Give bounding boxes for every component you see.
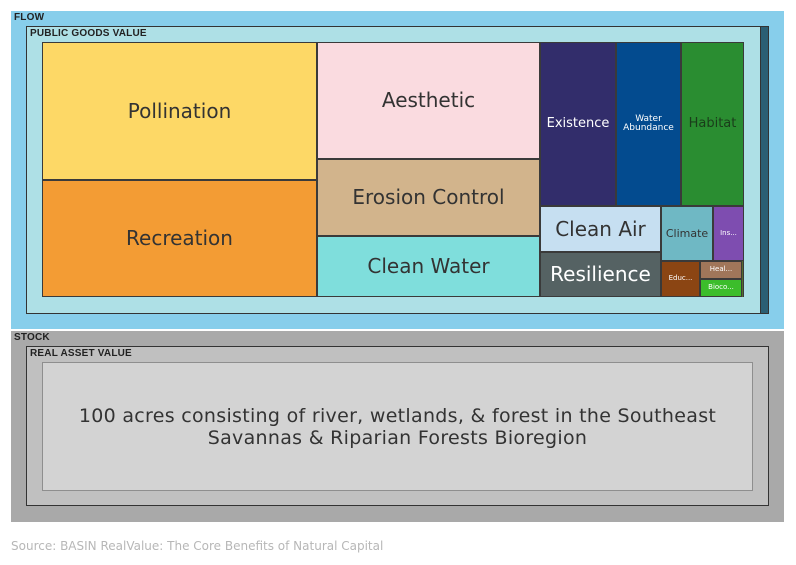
tile-educ[interactable]: Educ...: [661, 261, 700, 297]
tile-pollination-label: Pollination: [127, 98, 232, 123]
tile-existence[interactable]: Existence: [540, 42, 616, 206]
stock-description-line2: Savannas & Riparian Forests Bioregion: [207, 426, 588, 449]
tile-ins[interactable]: Ins...: [713, 206, 744, 261]
tile-heal[interactable]: Heal...: [700, 261, 742, 279]
tile-clean-water-label: Clean Water: [367, 254, 490, 278]
tile-aesthetic[interactable]: Aesthetic: [317, 42, 540, 159]
tile-educ-label: Educ...: [668, 274, 693, 283]
tile-heal-label: Heal...: [709, 265, 733, 274]
tile-existence-label: Existence: [546, 116, 610, 132]
public-goods-right-strip: [760, 26, 769, 314]
tile-habitat-label: Habitat: [688, 116, 737, 132]
tile-bioco-label: Bioco...: [708, 283, 734, 292]
tile-aesthetic-label: Aesthetic: [381, 88, 476, 112]
tile-climate-label: Climate: [665, 226, 709, 240]
stock-label: STOCK: [14, 332, 50, 343]
tile-small-remainder: [742, 261, 744, 297]
tile-water-abundance-label: Water Abundance: [623, 113, 674, 133]
tile-habitat[interactable]: Habitat: [681, 42, 744, 206]
tile-clean-water[interactable]: Clean Water: [317, 236, 540, 297]
tile-clean-air[interactable]: Clean Air: [540, 206, 661, 252]
public-goods-label: PUBLIC GOODS VALUE: [30, 28, 147, 39]
real-asset-label: REAL ASSET VALUE: [30, 348, 132, 359]
source-note: Source: BASIN RealValue: The Core Benefi…: [11, 539, 384, 553]
tile-ins-label: Ins...: [720, 228, 737, 237]
stock-description-line1: 100 acres consisting of river, wetlands,…: [78, 404, 717, 427]
tile-recreation[interactable]: Recreation: [42, 180, 317, 297]
tile-recreation-label: Recreation: [126, 226, 233, 250]
flow-label: FLOW: [14, 12, 45, 23]
tile-resilience-label: Resilience: [550, 262, 651, 286]
tile-pollination[interactable]: Pollination: [42, 42, 317, 180]
tile-water-abundance[interactable]: Water Abundance: [616, 42, 681, 206]
stock-description-box: 100 acres consisting of river, wetlands,…: [42, 362, 753, 491]
tile-erosion-control[interactable]: Erosion Control: [317, 159, 540, 236]
tile-climate[interactable]: Climate: [661, 206, 713, 261]
tile-resilience[interactable]: Resilience: [540, 252, 661, 297]
tile-clean-air-label: Clean Air: [555, 216, 646, 241]
tile-erosion-control-label: Erosion Control: [352, 185, 505, 209]
tile-bioco[interactable]: Bioco...: [700, 279, 742, 297]
